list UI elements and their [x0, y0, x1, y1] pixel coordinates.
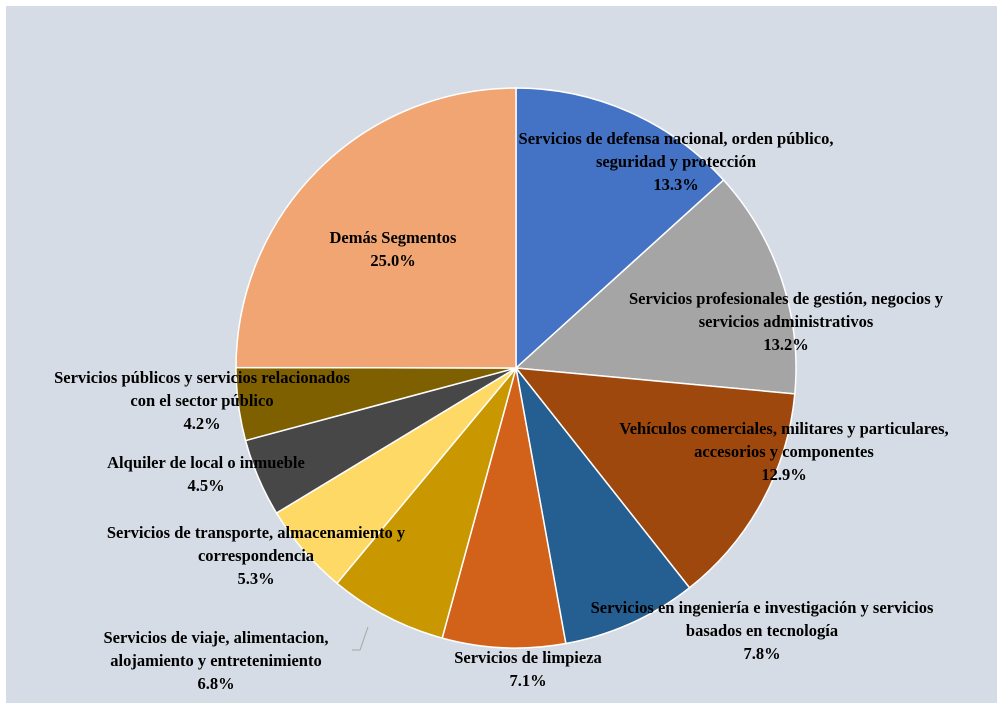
value-label: 6.8%	[197, 674, 235, 693]
value-label: 13.3%	[653, 175, 699, 194]
pie-slice	[514, 367, 796, 589]
value-label: 25.0%	[370, 251, 416, 270]
category-label: Alquiler de local o inmueble	[107, 453, 305, 472]
value-label: 12.9%	[761, 465, 807, 484]
category-label: Servicios en ingeniería e investigación …	[590, 598, 934, 640]
category-label: Vehículos comerciales, militares y parti…	[619, 419, 949, 461]
pie-slice	[235, 87, 517, 369]
category-label: Servicios públicos y servicios relaciona…	[54, 368, 350, 410]
slice-label: Servicios de viaje, alimentacion, alojam…	[61, 626, 371, 695]
pie-slice	[515, 367, 691, 645]
leader-line	[352, 626, 369, 651]
slice-label: Servicios de transporte, almacenamiento …	[106, 521, 406, 590]
slice-label: Servicios profesionales de gestión, nego…	[614, 287, 959, 356]
pie-slice	[515, 87, 725, 370]
pie-slice	[514, 178, 797, 395]
slice-label: Servicios de limpieza 7.1%	[398, 646, 658, 692]
pie-slice	[335, 367, 517, 640]
category-label: Servicios de viaje, alimentacion, alojam…	[103, 628, 329, 670]
slice-label: Servicios de defensa nacional, orden púb…	[511, 127, 841, 196]
slice-label: Servicios públicos y servicios relaciona…	[47, 366, 357, 435]
slice-label: Demás Segmentos 25.0%	[263, 226, 523, 272]
category-label: Servicios de defensa nacional, orden púb…	[518, 129, 834, 171]
slice-label: Alquiler de local o inmueble 4.5%	[66, 451, 346, 497]
category-label: Servicios profesionales de gestión, nego…	[628, 289, 944, 331]
value-label: 5.3%	[237, 569, 275, 588]
pie-slice	[441, 367, 567, 649]
value-label: 4.5%	[187, 476, 225, 495]
value-label: 13.2%	[763, 335, 809, 354]
category-label: Servicios de transporte, almacenamiento …	[106, 523, 406, 565]
value-label: 7.1%	[509, 671, 547, 690]
value-label: 4.2%	[183, 414, 221, 433]
category-label: Servicios de limpieza	[454, 648, 602, 667]
value-label: 7.8%	[743, 644, 781, 663]
category-label: Demás Segmentos	[329, 228, 457, 247]
slice-label: Servicios en ingeniería e investigación …	[580, 596, 945, 665]
slice-label: Vehículos comerciales, militares y parti…	[599, 417, 969, 486]
